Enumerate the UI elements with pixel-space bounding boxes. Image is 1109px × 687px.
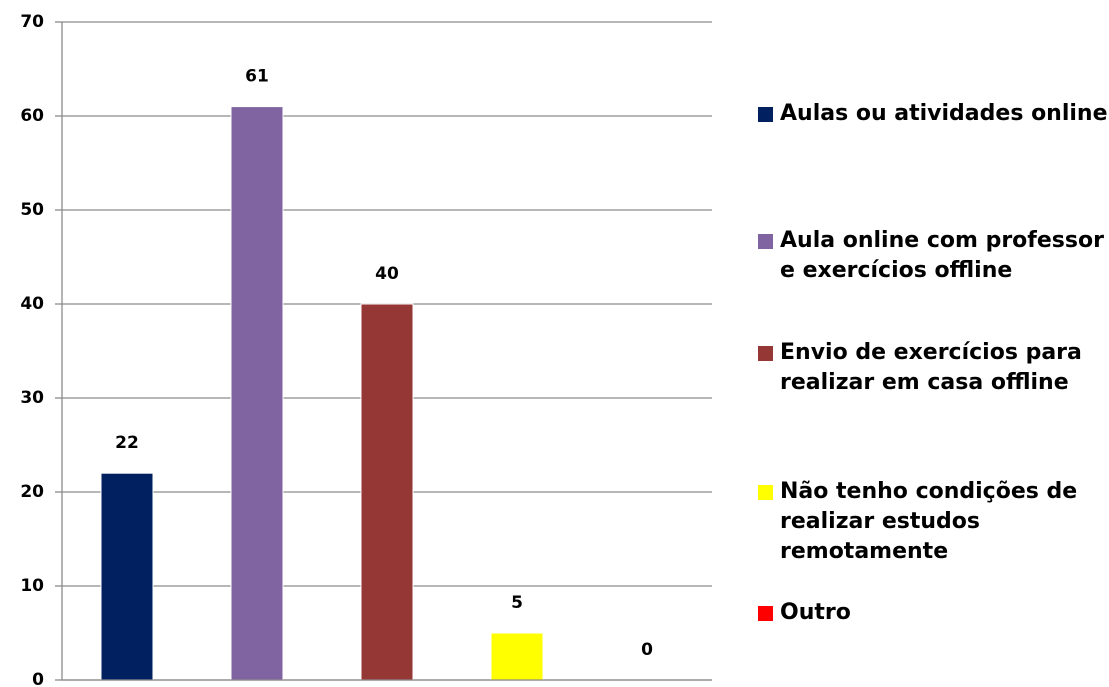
data-label: 61 bbox=[245, 67, 269, 87]
data-label: 5 bbox=[511, 593, 523, 613]
bar bbox=[230, 106, 284, 681]
legend-label: Outro bbox=[780, 600, 851, 625]
legend-swatch bbox=[758, 606, 773, 621]
legend-label: Aulas ou atividades online bbox=[780, 101, 1108, 126]
legend-swatch bbox=[758, 107, 773, 122]
legend-label: Envio de exercícios para realizar em cas… bbox=[780, 340, 1082, 395]
legend-label: Não tenho condições de realizar estudos … bbox=[780, 479, 1078, 564]
y-tick-label: 60 bbox=[20, 106, 44, 126]
legend-label: Aula online com professor e exercícios o… bbox=[780, 228, 1104, 283]
legend-swatch bbox=[758, 485, 773, 500]
y-tick-label: 0 bbox=[32, 670, 44, 687]
legend-swatch bbox=[758, 346, 773, 361]
bar bbox=[100, 472, 154, 681]
data-label: 40 bbox=[375, 264, 399, 284]
data-label: 22 bbox=[115, 433, 139, 453]
bar bbox=[360, 303, 414, 681]
y-tick-label: 20 bbox=[20, 482, 44, 502]
legend-entry: Aula online com professor e exercícios o… bbox=[758, 226, 1109, 286]
bar bbox=[490, 632, 544, 681]
legend-entry: Envio de exercícios para realizar em cas… bbox=[758, 338, 1109, 398]
y-tick-label: 30 bbox=[20, 388, 44, 408]
legend-entry: Não tenho condições de realizar estudos … bbox=[758, 477, 1109, 567]
legend-entry: Outro bbox=[758, 598, 1109, 628]
y-tick-label: 10 bbox=[20, 576, 44, 596]
data-label: 0 bbox=[641, 640, 653, 660]
legend-entry: Aulas ou atividades online bbox=[758, 99, 1109, 129]
y-tick-label: 70 bbox=[20, 12, 44, 32]
legend-swatch bbox=[758, 234, 773, 249]
y-tick-label: 40 bbox=[20, 294, 44, 314]
y-tick-label: 50 bbox=[20, 200, 44, 220]
